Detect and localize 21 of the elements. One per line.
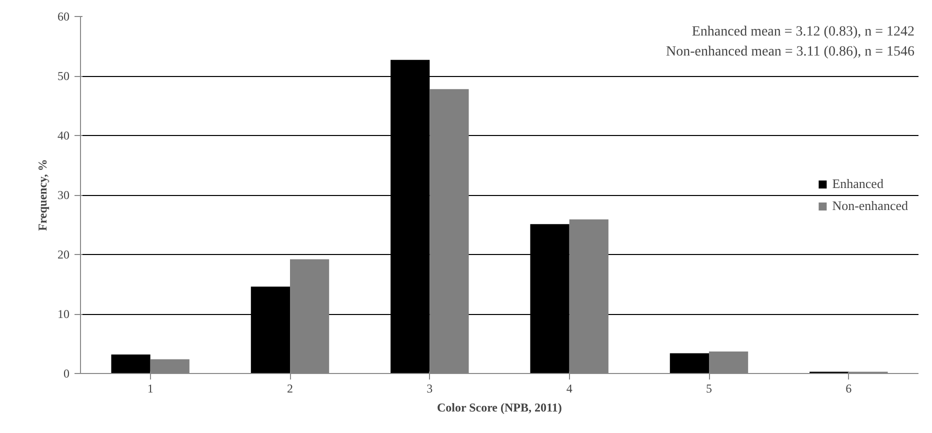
bar (111, 354, 150, 374)
x-axis-title: Color Score (NPB, 2011) (436, 400, 562, 414)
y-tick-label: 50 (58, 69, 70, 83)
annotation: Enhanced mean = 3.12 (0.83), n = 1242 (692, 24, 915, 40)
annotation: Non-enhanced mean = 3.11 (0.86), n = 1546 (666, 44, 915, 60)
y-tick-label: 10 (58, 307, 70, 321)
y-tick-label: 0 (64, 366, 70, 380)
y-tick-label: 40 (58, 128, 70, 142)
x-tick-label: 5 (706, 382, 712, 396)
x-tick-label: 1 (147, 382, 154, 396)
x-tick-label: 4 (566, 382, 572, 396)
legend-label: Enhanced (832, 176, 884, 192)
y-tick-label: 60 (58, 10, 70, 24)
legend-label: Non-enhanced (832, 198, 908, 214)
bar (670, 353, 709, 374)
y-tick-label: 20 (58, 248, 70, 262)
x-tick-label: 3 (426, 382, 433, 396)
x-tick-label: 6 (846, 382, 852, 396)
y-axis-title: Frequency, % (36, 159, 50, 231)
x-tick-label: 2 (287, 382, 293, 396)
y-tick-label: 30 (58, 188, 70, 202)
